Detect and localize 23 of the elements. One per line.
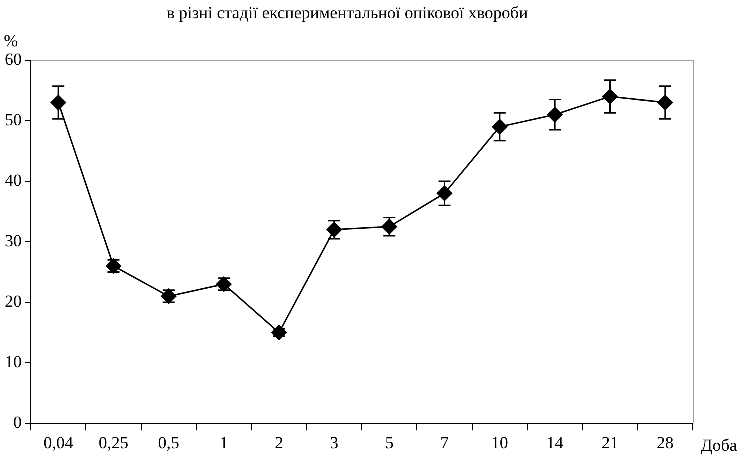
x-tick-label: 21 (602, 433, 619, 452)
y-tick-label: 0 (14, 413, 22, 432)
x-tick-label: 28 (656, 433, 674, 452)
x-tick-label: 0,5 (158, 433, 180, 452)
x-tick-label: 3 (330, 433, 339, 452)
x-tick-label: 5 (385, 433, 394, 452)
y-tick-label: 40 (5, 170, 22, 190)
y-axis-title: % (4, 31, 18, 50)
x-tick-label: 0,04 (44, 433, 74, 452)
y-tick-label: 20 (5, 292, 22, 311)
x-tick-label: 0,25 (98, 433, 129, 452)
y-tick-label: 10 (5, 352, 22, 372)
x-tick-label: 2 (275, 433, 284, 452)
y-tick-label: 50 (5, 110, 22, 130)
x-tick-label: 7 (440, 433, 450, 452)
chart-title: в різні стадії експериментальної опікової хвороби (166, 4, 528, 23)
x-tick-label: 10 (491, 433, 508, 452)
x-axis-title: Доба (701, 436, 738, 456)
x-tick-label: 14 (546, 433, 564, 452)
y-tick-label: 30 (5, 231, 22, 250)
point (272, 325, 287, 341)
x-tick-label: 1 (220, 433, 228, 452)
y-tick-label: 60 (5, 50, 22, 69)
